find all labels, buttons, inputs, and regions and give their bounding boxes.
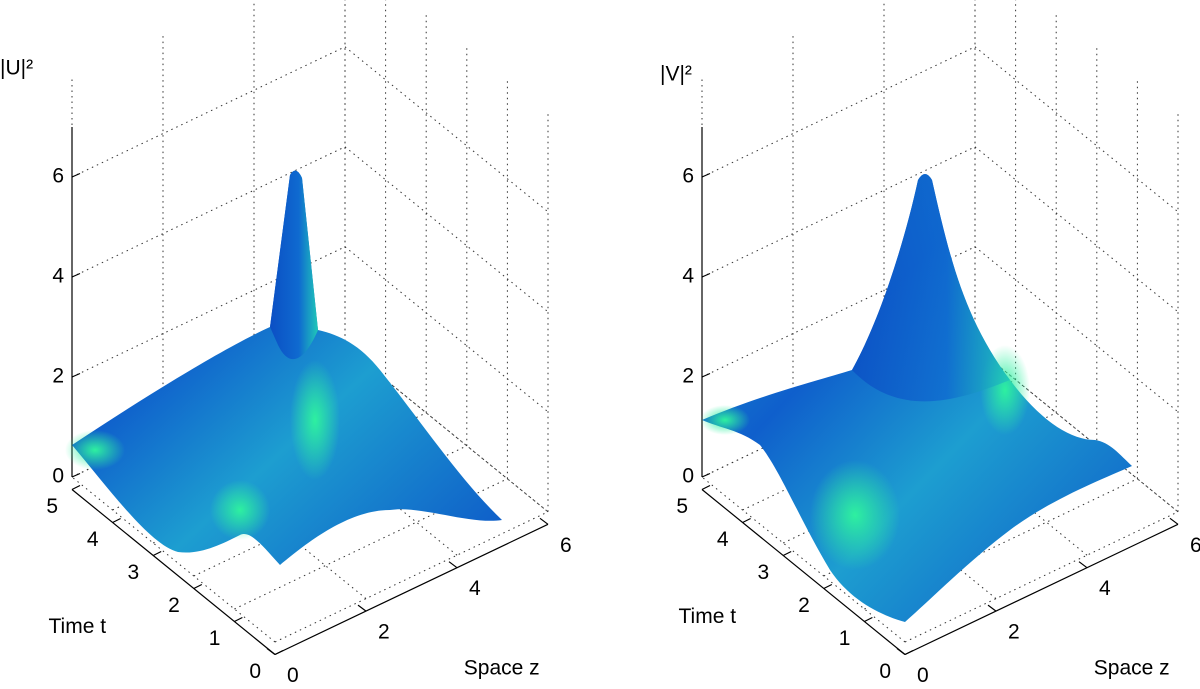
tick-mark [539, 517, 549, 525]
tick-mark [71, 472, 81, 478]
tick-mark [701, 472, 711, 478]
y-axis [71, 489, 276, 655]
tick-mark [701, 272, 711, 278]
x-axis-label: Space z [1094, 656, 1170, 679]
y-axis [701, 489, 906, 655]
surface-highlight [290, 360, 340, 480]
z-tick-label: 6 [52, 165, 64, 188]
z-tick-label: 0 [52, 465, 64, 488]
x-axis [274, 523, 549, 656]
z-tick-label: 6 [682, 165, 694, 188]
x-tick-label: 0 [917, 664, 929, 687]
surface-peak [270, 170, 318, 360]
tick-mark [823, 583, 833, 590]
tick-mark [701, 484, 711, 491]
surfaces [65, 170, 1132, 622]
grid-line [71, 46, 346, 178]
x-tick-label: 6 [560, 534, 572, 557]
y-tick-label: 0 [249, 660, 261, 683]
tick-mark [904, 649, 914, 656]
x-tick-label: 2 [378, 621, 390, 644]
grid-line [344, 146, 549, 313]
z-axis-label: |U|² [0, 57, 33, 80]
z-tick-label: 0 [682, 465, 694, 488]
surface-highlight [810, 460, 900, 570]
tick-mark [71, 172, 81, 178]
tick-mark [448, 561, 458, 569]
tick-mark [701, 372, 711, 378]
tick-mark [987, 604, 997, 612]
z-tick-label: 4 [682, 265, 694, 288]
z-tick-label: 2 [682, 365, 694, 388]
y-tick-label: 2 [168, 594, 180, 617]
tick-mark [71, 484, 81, 491]
y-axis-label: Time t [679, 605, 737, 628]
y-tick-label: 4 [87, 528, 99, 551]
surface-peak [852, 174, 1010, 402]
grid-line [71, 146, 346, 278]
grid-line [71, 246, 346, 378]
x-tick-label: 4 [1099, 577, 1111, 600]
grid-line [193, 445, 468, 577]
z-tick-label: 2 [52, 365, 64, 388]
grid-line [701, 146, 976, 278]
tick-mark [71, 272, 81, 278]
grid-line [701, 46, 976, 178]
y-tick-label: 5 [676, 495, 688, 518]
x-axis-label: Space z [464, 656, 540, 679]
z-axis-label: |V|² [660, 63, 692, 86]
x-tick-label: 4 [469, 577, 481, 600]
tick-mark [274, 649, 284, 656]
x-axis [904, 523, 1179, 656]
tick-mark [1169, 517, 1179, 525]
tick-mark [782, 550, 792, 557]
x-tick-label: 0 [287, 664, 299, 687]
y-tick-label: 1 [839, 627, 851, 650]
y-tick-label: 3 [128, 561, 140, 584]
tick-mark [152, 550, 162, 557]
x-tick-label: 2 [1008, 621, 1020, 644]
y-tick-label: 4 [717, 528, 729, 551]
surface-highlight [65, 430, 125, 470]
tick-mark [193, 583, 203, 590]
tick-mark [701, 172, 711, 178]
tick-mark [112, 517, 121, 524]
y-axis-label: Time t [49, 615, 107, 638]
grid-line [974, 146, 1179, 313]
grid-line [904, 511, 1179, 643]
y-tick-label: 1 [209, 627, 221, 650]
grid-line [974, 46, 1179, 213]
surface-highlight [700, 405, 750, 435]
tick-mark [1078, 561, 1088, 569]
grid-line [701, 346, 976, 478]
grid-line [234, 478, 508, 610]
tick-mark [266, 648, 276, 655]
z-tick-label: 4 [52, 265, 64, 288]
tick-mark [71, 372, 81, 378]
surface [72, 170, 502, 566]
tick-mark [896, 648, 906, 655]
y-tick-label: 2 [798, 594, 810, 617]
tick-mark [742, 517, 751, 524]
y-tick-label: 5 [46, 495, 58, 518]
tick-mark [357, 604, 367, 612]
y-tick-label: 3 [758, 561, 770, 584]
surface-highlight [210, 480, 270, 540]
tick-mark [864, 616, 873, 623]
y-tick-label: 0 [879, 660, 891, 683]
grid-line [274, 511, 549, 643]
grid-line [701, 246, 976, 378]
grid-line [344, 46, 549, 213]
tick-mark [234, 616, 243, 623]
x-tick-label: 6 [1190, 534, 1200, 557]
